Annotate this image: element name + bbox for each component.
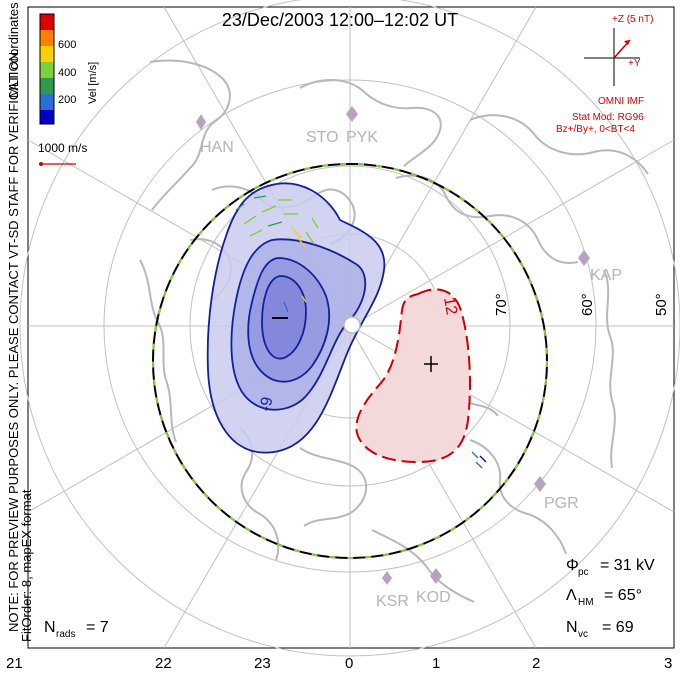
- svg-text:Φ: Φ: [566, 557, 579, 574]
- svg-text:PGR: PGR: [544, 495, 579, 512]
- imf-clock-dial: +Z (5 nT) +Y OMNI IMF Stat Mod: RG96 Bz+…: [556, 14, 653, 135]
- mlt-tick-0: 0: [345, 655, 353, 672]
- contour-label-positive: 12: [440, 296, 460, 317]
- coastline-bering: [299, 447, 367, 527]
- coastline-greenland-west: [149, 59, 231, 211]
- svg-text:= 7: = 7: [86, 619, 109, 636]
- coastline-norway: [469, 114, 649, 175]
- svg-text:STO: STO: [306, 129, 339, 146]
- hm-latitude: Λ HM = 65°: [566, 587, 642, 608]
- latitude-circle-50: [19, 0, 680, 657]
- svg-text:HM: HM: [578, 597, 594, 608]
- station-pyk: PYK: [346, 106, 378, 146]
- svg-text:KSR: KSR: [376, 593, 409, 610]
- vector-cluster-east: [471, 451, 487, 469]
- svg-text:KOD: KOD: [416, 589, 451, 606]
- colorbar-segment-6: [40, 110, 54, 124]
- mlt-tick-2: 2: [532, 655, 540, 672]
- imf-source: OMNI IMF: [598, 96, 644, 107]
- colorbar-segment-1: [40, 30, 54, 46]
- svg-text:= 65°: = 65°: [604, 587, 642, 604]
- colorbar-outline: [39, 13, 55, 125]
- svg-text:= 69: = 69: [602, 619, 634, 636]
- colorbar-tick-600: 600: [58, 39, 76, 51]
- coastline-svalbard: [299, 79, 442, 167]
- svg-text:= 31 kV: = 31 kV: [600, 557, 655, 574]
- station-pgr: PGR: [534, 476, 579, 512]
- colorbar-tick-400: 400: [58, 67, 76, 79]
- imf-model: Stat Mod: RG96: [572, 112, 644, 123]
- station-kod: KOD: [416, 568, 451, 606]
- coastline-labrador: [139, 259, 177, 443]
- svg-text:pc: pc: [578, 567, 589, 578]
- station-kap: KAP: [578, 250, 622, 284]
- coastline-siberia-south: [469, 439, 567, 555]
- svg-text:rads: rads: [56, 629, 75, 640]
- imf-conditions: Bz+/By+, 0<BT<4: [556, 124, 635, 135]
- fit-order-note: FitOrder: 8, mapEX format: [19, 489, 34, 642]
- svg-text:PYK: PYK: [346, 129, 378, 146]
- velocity-vectors: [235, 195, 487, 469]
- preview-note: NOTE: FOR PREVIEW PURPOSES ONLY. PLEASE …: [6, 48, 21, 632]
- scale-vector: 1000 m/s: [38, 141, 87, 166]
- vector-cluster-north: [235, 195, 319, 249]
- lat-label-60: 60°: [579, 293, 596, 316]
- lat-label-50: 50°: [653, 293, 670, 316]
- colorbar-segment-4: [40, 78, 54, 94]
- svg-text:vc: vc: [578, 629, 588, 640]
- svg-text:HAN: HAN: [200, 139, 234, 156]
- mlt-axis: 21 22 23 0 1 2 3: [6, 655, 672, 672]
- mlt-tick-23: 23: [254, 655, 271, 672]
- station-han: HAN: [196, 114, 234, 156]
- coastline-alaska: [371, 529, 475, 603]
- vector-cluster-center: [283, 295, 307, 313]
- mlt-tick-21: 21: [6, 655, 23, 672]
- lat-label-70: 70°: [493, 293, 510, 316]
- positive-potential-cell: [355, 288, 471, 464]
- scale-vector-label: 1000 m/s: [38, 141, 87, 155]
- negative-potential-cell: [206, 182, 386, 454]
- mlt-tick-1: 1: [432, 655, 440, 672]
- svg-text:Λ: Λ: [566, 587, 577, 604]
- coords-label: MLT coordinates: [6, 2, 21, 98]
- colorbar-label: Vel [m/s]: [87, 62, 99, 104]
- radar-count: N rads = 7: [44, 619, 109, 640]
- svg-text:N: N: [566, 619, 578, 636]
- plot-frame: [27, 6, 675, 649]
- coastline-russia-east: [603, 269, 616, 469]
- svg-text:KAP: KAP: [590, 267, 622, 284]
- contour-label-negative: -9: [257, 396, 276, 413]
- radar-stations: HAN STO PYK KAP PGR KSR KOD: [196, 106, 622, 610]
- imf-y-label: +Y: [628, 58, 641, 69]
- colorbar-segment-5: [40, 94, 54, 110]
- noon-sun-marker: [343, 316, 361, 334]
- polar-cap-potential: Φ pc = 31 kV: [566, 557, 655, 578]
- colorbar-segment-0: [40, 14, 54, 30]
- map-title: 23/Dec/2003 12:00–12:02 UT: [222, 10, 458, 30]
- colorbar-tick-200: 200: [58, 94, 76, 106]
- svg-text:N: N: [44, 619, 56, 636]
- positive-contour: [355, 288, 471, 464]
- station-sto: STO: [306, 129, 339, 146]
- mlt-tick-22: 22: [155, 655, 172, 672]
- vector-count: N vc = 69: [566, 619, 634, 640]
- colorbar-segment-3: [40, 62, 54, 78]
- velocity-colorbar: 600 400 200 Vel [m/s]: [39, 13, 99, 125]
- colorbar-segment-2: [40, 46, 54, 62]
- station-ksr: KSR: [376, 571, 409, 610]
- imf-z-label: +Z (5 nT): [612, 14, 653, 25]
- hm-boundary-vectors: [152, 163, 548, 559]
- mlt-tick-3: 3: [664, 655, 672, 672]
